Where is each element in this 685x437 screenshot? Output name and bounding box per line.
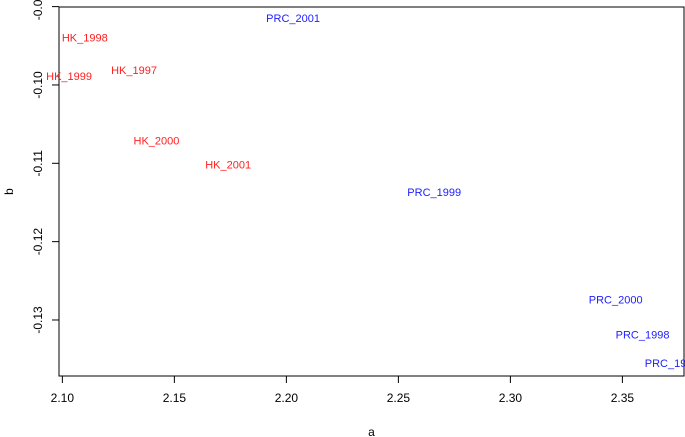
x-axis-label: a	[368, 425, 375, 437]
point-label: HK_1998	[62, 33, 108, 45]
point-label: HK_2001	[205, 160, 251, 172]
point-label: PRC_1997	[645, 358, 685, 370]
point-label: PRC_1999	[407, 187, 461, 199]
y-tick-label: -0.12	[31, 228, 45, 256]
x-tick-label: 2.35	[611, 391, 635, 405]
x-tick-label: 2.20	[275, 391, 299, 405]
y-tick-label: -0.10	[31, 71, 45, 99]
y-tick-label: -0.11	[31, 150, 45, 177]
x-tick-label: 2.30	[499, 391, 523, 405]
point-label: HK_1997	[111, 65, 157, 77]
plot-box	[58, 6, 685, 377]
y-tick-label: -0.09	[31, 0, 45, 20]
x-axis: 2.10 2.15 2.20 2.25 2.30 2.35	[51, 376, 635, 405]
y-axis-label: b	[2, 188, 16, 195]
y-axis: -0.09 -0.10 -0.11 -0.12 -0.13	[31, 0, 59, 334]
x-tick-label: 2.15	[163, 391, 187, 405]
point-label: PRC_2000	[589, 294, 643, 306]
point-labels: HK_1998 HK_1999 HK_1997 HK_2000 HK_2001 PRC_2…	[46, 13, 685, 370]
x-tick-label: 2.25	[387, 391, 411, 405]
point-label: HK_2000	[134, 135, 180, 147]
point-label: HK_1999	[46, 71, 92, 83]
x-tick-label: 2.10	[51, 391, 75, 405]
point-label: PRC_2001	[266, 13, 320, 25]
point-label: PRC_1998	[616, 330, 670, 342]
y-tick-label: -0.13	[31, 306, 45, 334]
